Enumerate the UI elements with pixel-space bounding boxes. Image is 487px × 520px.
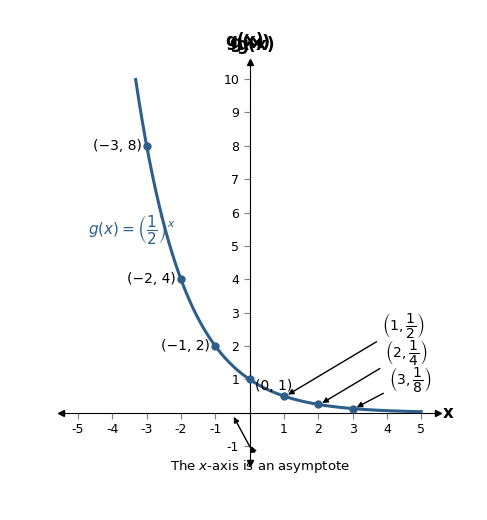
Text: (−3, 8): (−3, 8): [93, 139, 142, 153]
Text: $\mathbf{g(x)}$: $\mathbf{g(x)}$: [225, 30, 263, 53]
Text: $\mathbf{g(x)}$: $\mathbf{g(x)}$: [236, 34, 274, 56]
Text: $\mathbf{x}$: $\mathbf{x}$: [442, 404, 454, 422]
Text: $\left(1,\dfrac{1}{2}\right)$: $\left(1,\dfrac{1}{2}\right)$: [289, 311, 424, 394]
Text: $\left(2,\dfrac{1}{4}\right)$: $\left(2,\dfrac{1}{4}\right)$: [324, 338, 428, 402]
Text: (−2, 4): (−2, 4): [127, 272, 176, 287]
Text: The $x$-axis is an asymptote: The $x$-axis is an asymptote: [170, 447, 350, 475]
Text: $g(x) = \left(\dfrac{1}{2}\right)^x$: $g(x) = \left(\dfrac{1}{2}\right)^x$: [88, 213, 176, 246]
Text: (0, 1): (0, 1): [255, 380, 292, 394]
Text: $\mathbf{g(x)}$: $\mathbf{g(x)}$: [229, 32, 270, 55]
Text: (−1, 2): (−1, 2): [161, 339, 210, 353]
Text: $\left(3,\dfrac{1}{8}\right)$: $\left(3,\dfrac{1}{8}\right)$: [358, 365, 431, 407]
